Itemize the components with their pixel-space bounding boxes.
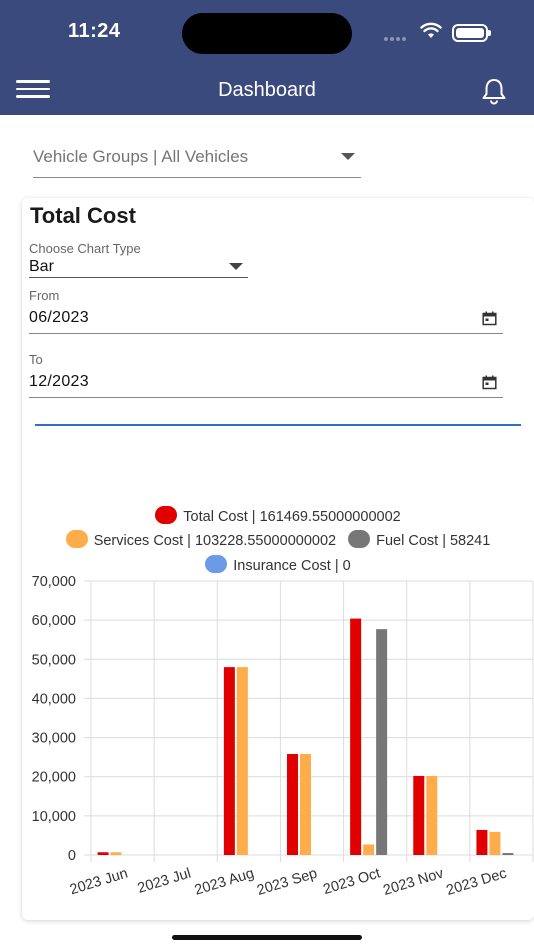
bar-total-cost xyxy=(413,775,425,855)
legend-item-insurance-cost[interactable]: Insurance Cost | 0 xyxy=(205,555,351,574)
bar-total-cost xyxy=(350,618,362,855)
legend-label: Services Cost | 103228.55000000002 xyxy=(93,533,337,549)
chevron-down-icon xyxy=(341,153,355,160)
bar-services-cost xyxy=(236,667,248,855)
bar-services-cost xyxy=(110,852,122,855)
bar-services-cost xyxy=(489,831,501,855)
loading-progress-line xyxy=(35,424,521,426)
status-time: 11:24 xyxy=(68,20,121,42)
vehicle-group-value: Vehicle Groups | All Vehicles xyxy=(33,147,249,166)
chevron-down-icon xyxy=(229,263,243,270)
bell-icon[interactable] xyxy=(478,77,510,105)
legend-swatch xyxy=(348,530,371,548)
y-tick-label: 20,000 xyxy=(32,770,76,786)
chart-legend-row-2: Services Cost | 103228.55000000002 Fuel … xyxy=(22,530,534,549)
legend-item-services-cost[interactable]: Services Cost | 103228.55000000002 xyxy=(65,530,337,549)
legend-item-total-cost[interactable]: Total Cost | 161469.55000000002 xyxy=(155,506,401,525)
chart-type-select[interactable]: Bar xyxy=(29,258,248,278)
bar-services-cost xyxy=(300,754,311,855)
home-indicator xyxy=(172,935,362,940)
x-tick-label: 2023 Nov xyxy=(381,865,446,899)
cellular-signal-icon xyxy=(384,28,410,41)
x-tick-label: 2023 Aug xyxy=(193,866,256,899)
bar-total-cost xyxy=(476,829,488,855)
card-title: Total Cost xyxy=(30,203,136,228)
legend-item-fuel-cost[interactable]: Fuel Cost | 58241 xyxy=(348,530,490,549)
bar-total-cost xyxy=(287,754,298,855)
battery-icon xyxy=(452,24,491,42)
from-label: From xyxy=(29,288,60,303)
bar-services-cost xyxy=(363,844,375,855)
from-date-field[interactable]: 06/2023 xyxy=(29,308,503,334)
calendar-icon[interactable] xyxy=(482,311,497,326)
legend-label: Insurance Cost | 0 xyxy=(233,558,351,574)
y-tick-label: 50,000 xyxy=(32,652,76,668)
app-header: 11:24 Dashboard xyxy=(0,0,534,115)
bar-total-cost xyxy=(223,667,235,855)
y-tick-label: 70,000 xyxy=(32,574,76,590)
x-tick-label: 2023 Dec xyxy=(445,866,509,899)
to-date-value: 12/2023 xyxy=(29,373,89,390)
y-tick-label: 30,000 xyxy=(32,731,76,747)
bar-fuel-cost xyxy=(502,853,514,855)
from-date-value: 06/2023 xyxy=(29,309,89,326)
chart-legend-row-3: Insurance Cost | 0 xyxy=(22,555,534,574)
cost-bar-chart: 70,000 60,000 50,000 40,000 30,000 20,000 10,0… xyxy=(32,574,534,899)
x-tick-label: 2023 Sep xyxy=(255,866,319,899)
y-tick-label: 0 xyxy=(68,848,76,864)
legend-swatch xyxy=(205,555,228,573)
calendar-icon[interactable] xyxy=(482,375,497,390)
bar-fuel-cost xyxy=(376,629,388,855)
page-title: Dashboard xyxy=(218,79,316,101)
legend-label: Fuel Cost | 58241 xyxy=(376,533,491,549)
legend-swatch xyxy=(155,506,178,524)
x-tick-label: 2023 Jun xyxy=(68,866,130,899)
to-label: To xyxy=(29,352,43,367)
chart-type-value: Bar xyxy=(29,258,54,275)
bar-total-cost xyxy=(97,852,109,855)
bar-services-cost xyxy=(426,775,438,855)
dynamic-island xyxy=(182,13,352,54)
x-tick-label: 2023 Jul xyxy=(136,866,193,897)
y-tick-label: 60,000 xyxy=(32,613,76,629)
legend-label: Total Cost | 161469.55000000002 xyxy=(183,509,401,525)
y-tick-label: 40,000 xyxy=(32,691,76,707)
total-cost-card: Total Cost Choose Chart Type Bar From 06… xyxy=(22,198,534,920)
chart-legend-row-1: Total Cost | 161469.55000000002 xyxy=(22,506,534,525)
wifi-icon xyxy=(420,22,442,38)
hamburger-menu-icon[interactable] xyxy=(16,80,50,102)
y-tick-label: 10,000 xyxy=(32,809,76,825)
x-tick-label: 2023 Oct xyxy=(321,866,382,899)
legend-swatch xyxy=(65,530,88,548)
vehicle-group-select[interactable]: Vehicle Groups | All Vehicles xyxy=(33,138,361,178)
to-date-field[interactable]: 12/2023 xyxy=(29,372,503,398)
chart-type-label: Choose Chart Type xyxy=(29,241,141,256)
